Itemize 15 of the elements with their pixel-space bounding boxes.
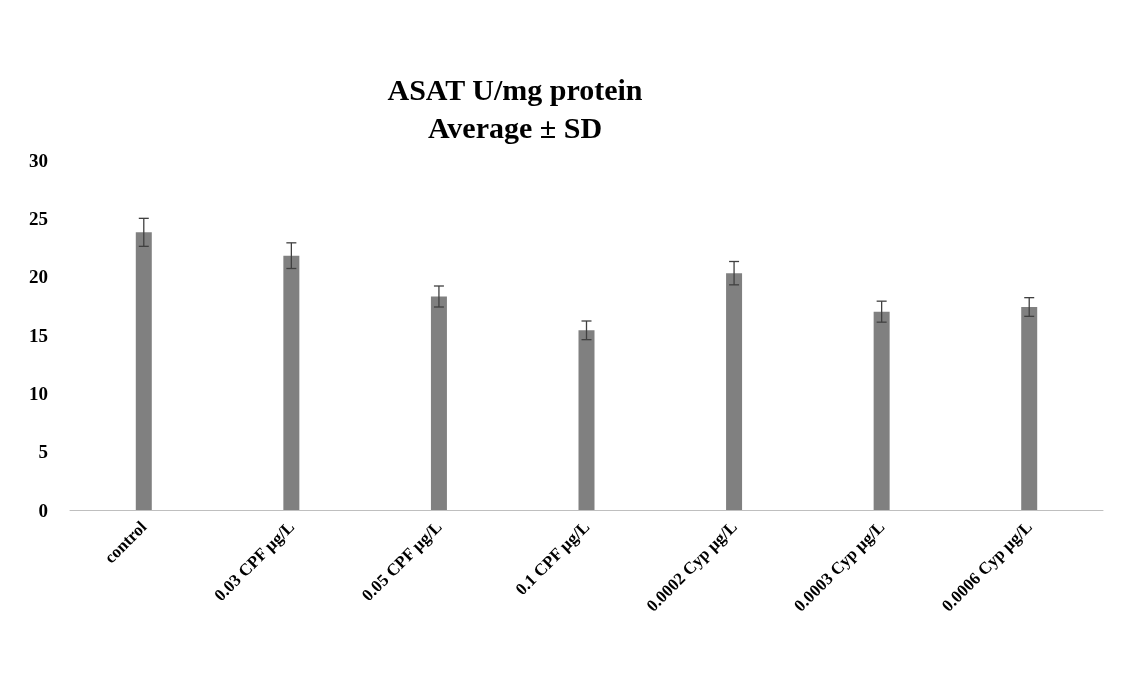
y-tick-label: 10 <box>29 382 48 404</box>
bar <box>578 330 595 510</box>
y-tick-label: 5 <box>38 441 48 463</box>
y-tick-label: 25 <box>29 207 48 229</box>
bar <box>726 273 743 510</box>
bar <box>1021 307 1038 510</box>
bar <box>135 232 152 510</box>
y-tick-label: 20 <box>29 266 48 288</box>
bar <box>283 255 300 510</box>
y-tick-label: 15 <box>29 324 48 346</box>
bar <box>873 311 890 510</box>
bar <box>430 296 447 510</box>
y-tick-label: 0 <box>38 499 48 521</box>
y-tick-label: 30 <box>29 149 48 171</box>
chart-title: ASAT U/mg protein Average ± SD <box>387 72 643 144</box>
